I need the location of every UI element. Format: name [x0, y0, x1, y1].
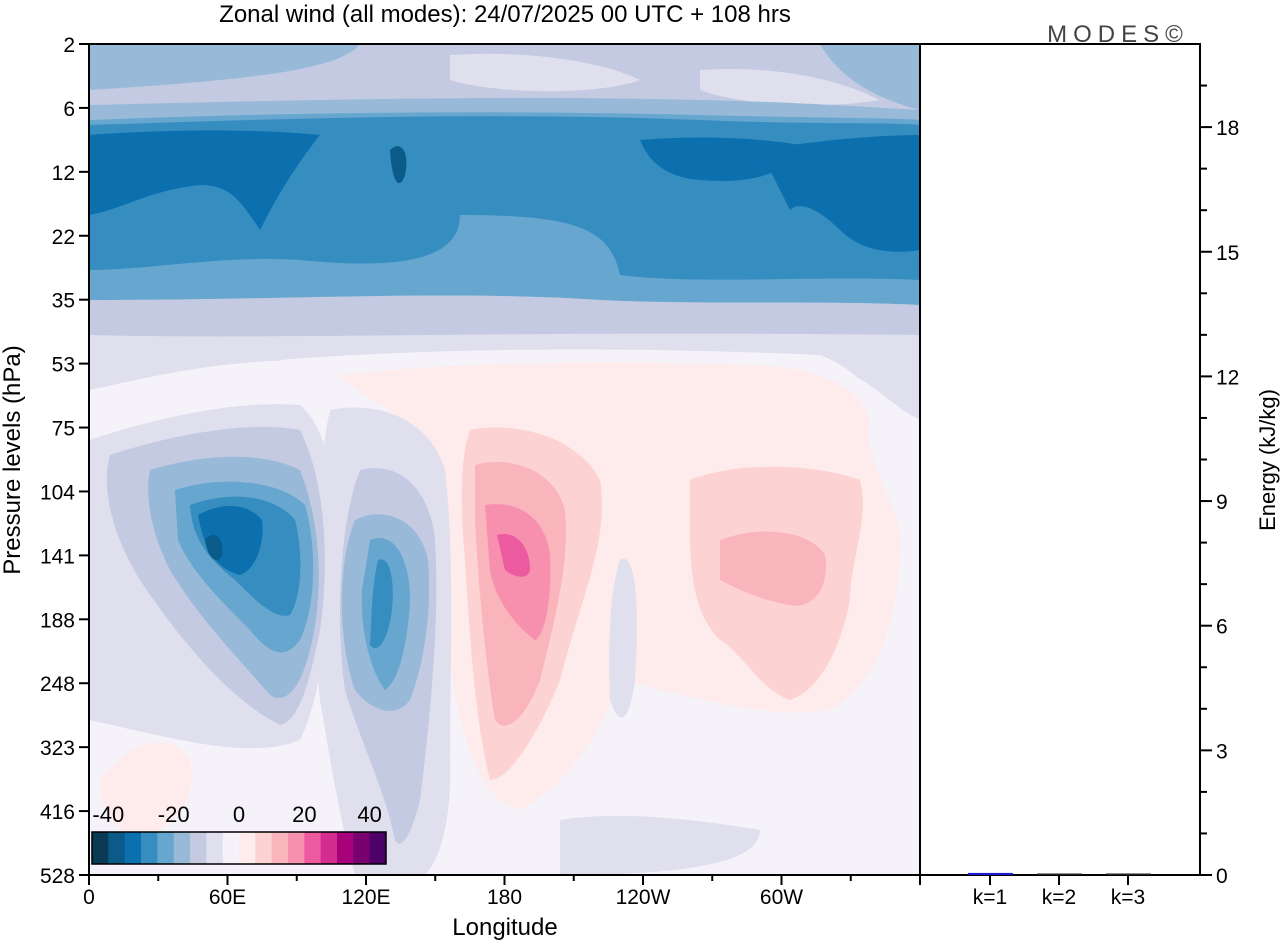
y-tick-label: 53 — [52, 354, 75, 377]
chart-title: Zonal wind (all modes): 24/07/2025 00 UT… — [219, 1, 791, 28]
y-axis: 2 6 12 22 35 53 75 104 141 188 248 323 416 528 — [40, 34, 89, 888]
contour-field — [89, 44, 920, 875]
colorbar-swatch — [239, 832, 256, 864]
energy-tick-label: 12 — [1216, 366, 1239, 389]
colorbar-tick-label: -20 — [158, 802, 190, 827]
y-tick-label: 35 — [52, 290, 75, 313]
x-tick-label: 180 — [487, 886, 522, 909]
energy-tick-label: 0 — [1216, 865, 1228, 888]
y-tick-label: 248 — [40, 673, 75, 696]
y-tick-label: 416 — [40, 801, 75, 824]
contour-upper-patch — [820, 44, 920, 110]
colorbar-swatch — [304, 832, 322, 864]
contour-blue1-darkest — [205, 535, 223, 560]
contour-upper-light — [700, 69, 880, 106]
y-tick-label: 75 — [52, 418, 75, 441]
energy-tick-label: 9 — [1216, 491, 1228, 514]
energy-bar-k1 — [968, 872, 1013, 875]
colorbar-swatch — [108, 832, 126, 864]
colorbar-swatch — [206, 832, 224, 864]
energy-axis-label: Energy (kJ/kg) — [1255, 389, 1280, 531]
colorbar-swatch — [271, 832, 289, 864]
energy-tick-label: 18 — [1216, 117, 1239, 140]
contour-bottom-pink — [100, 742, 192, 840]
energy-tick-label: 6 — [1216, 616, 1228, 639]
energy-bar-k2 — [1037, 873, 1082, 875]
contour-upper-light — [450, 53, 640, 92]
y-tick-label: 22 — [52, 226, 75, 249]
y-tick-label: 6 — [63, 98, 75, 121]
colorbar-frame — [91, 831, 387, 865]
y-tick-label: 188 — [40, 609, 75, 632]
colorbar-swatch — [124, 832, 142, 864]
y-tick-label: 2 — [63, 34, 75, 57]
colorbar-swatch — [222, 832, 240, 864]
contour-jet-dark — [640, 137, 800, 181]
bar-category-label: k=2 — [1042, 886, 1076, 909]
colorbar-swatch — [255, 832, 273, 864]
colorbar-swatch — [320, 832, 338, 864]
contour-jet-dark — [760, 135, 920, 252]
contour-bottom-lavender — [609, 558, 637, 718]
bar-panel-frame — [919, 43, 1201, 876]
y-tick-label: 141 — [40, 545, 75, 568]
colorbar-tick-label: 20 — [292, 802, 316, 827]
colorbar-swatch — [369, 832, 387, 864]
bar-category-label: k=1 — [973, 886, 1007, 909]
contour-bottom-lavender — [560, 815, 760, 875]
x-tick-label: 60E — [209, 886, 246, 909]
colorbar-swatch — [288, 832, 305, 864]
x-axis: 0 60E 120E 180 120W 60W — [83, 875, 921, 909]
bar-category-label: k=3 — [1111, 886, 1145, 909]
contour-jet-dark — [89, 130, 320, 230]
colorbar-swatch — [353, 832, 371, 864]
energy-bars: k=1 k=2 k=3 — [968, 872, 1151, 909]
x-tick-label: 60W — [760, 886, 803, 909]
colorbar-swatch — [157, 832, 175, 864]
colorbar: -40 -20 0 20 40 — [91, 802, 387, 865]
colorbar-tick-label: -40 — [92, 802, 124, 827]
contour-pink-right-core — [720, 531, 826, 606]
contour-blue2-core — [370, 559, 393, 649]
colorbar-swatch — [173, 832, 191, 864]
x-tick-label: 120W — [616, 886, 671, 909]
contour-upper-patch — [89, 44, 360, 90]
x-tick-label: 120E — [341, 886, 390, 909]
y-axis-label: Pressure levels (hPa) — [0, 345, 26, 574]
y-tick-label: 104 — [40, 481, 75, 504]
colorbar-swatch — [92, 832, 109, 864]
energy-bar-k3 — [1106, 873, 1151, 875]
colorbar-swatch — [190, 832, 207, 864]
y-tick-label: 323 — [40, 737, 75, 760]
colorbar-swatch — [337, 832, 354, 864]
energy-axis: 0 3 6 9 12 15 18 — [1200, 84, 1239, 888]
colorbar-swatch — [141, 832, 158, 864]
y-tick-label: 12 — [52, 162, 75, 185]
colorbar-tick-label: 0 — [233, 802, 245, 827]
contour-pink-center-core — [497, 534, 530, 577]
x-axis-label: Longitude — [452, 914, 557, 941]
contour-jet-darkest — [390, 146, 407, 183]
energy-tick-label: 15 — [1216, 242, 1239, 265]
energy-tick-label: 3 — [1216, 740, 1228, 763]
modes-logo: MODES© — [1047, 21, 1189, 48]
y-tick-label: 528 — [40, 865, 75, 888]
x-tick-label: 0 — [83, 886, 95, 909]
colorbar-tick-label: 40 — [357, 802, 381, 827]
